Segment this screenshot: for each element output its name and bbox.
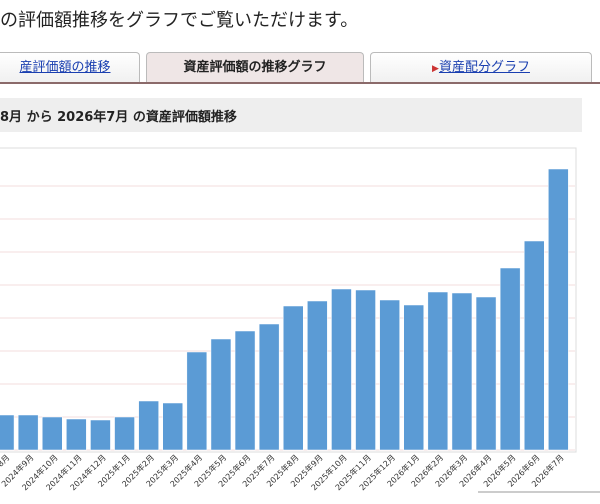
intro-text: の評価額推移をグラフでご覧いただけます。 — [0, 10, 359, 31]
tab-active[interactable]: 資産評価額の推移グラフ — [146, 52, 364, 83]
bar — [283, 305, 304, 451]
tab-link[interactable]: 産評価額の推移 — [19, 60, 111, 75]
tab[interactable]: 産評価額の推移 — [0, 52, 140, 83]
tab[interactable]: ▶資産配分グラフ — [370, 52, 592, 83]
bar — [403, 304, 424, 451]
bar — [499, 267, 521, 451]
bar — [234, 330, 256, 451]
bar — [114, 416, 135, 451]
bar — [475, 296, 497, 451]
bar — [451, 292, 473, 451]
bar — [0, 414, 15, 451]
bar — [258, 323, 280, 451]
bar — [90, 419, 111, 451]
bar — [379, 299, 400, 451]
bar — [162, 402, 183, 451]
tab-border — [0, 82, 600, 84]
bar — [42, 416, 63, 451]
bar — [307, 300, 328, 451]
chart-title-bar: 8月 から 2026年7月 の資産評価額推移 — [0, 98, 582, 132]
bar — [427, 291, 449, 451]
bar — [331, 288, 352, 451]
tab-arrow: ▶ — [432, 64, 439, 74]
bar — [548, 168, 569, 451]
bar — [355, 289, 376, 451]
bar — [210, 338, 232, 451]
bar — [66, 418, 87, 451]
chart-title: 8月 から 2026年7月 の資産評価額推移 — [0, 110, 237, 125]
bar — [524, 240, 545, 451]
bar — [186, 351, 208, 451]
bar — [138, 400, 159, 451]
bar — [17, 414, 39, 451]
tab-link[interactable]: 資産配分グラフ — [438, 60, 530, 75]
